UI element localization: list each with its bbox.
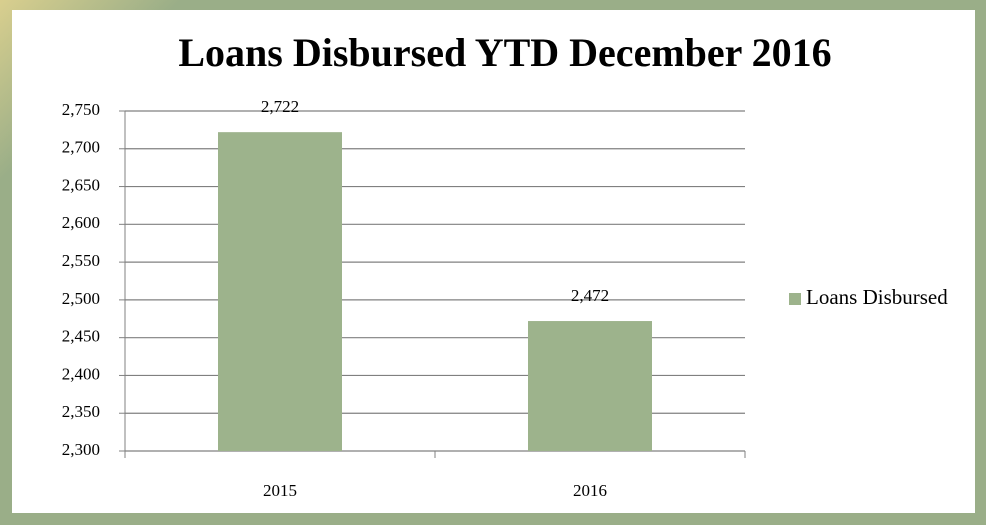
y-tick-label: 2,300: [62, 440, 100, 459]
y-tick-label: 2,350: [62, 402, 100, 421]
bar: [528, 321, 652, 451]
x-tick-label: 2016: [573, 481, 607, 500]
y-tick-label: 2,750: [62, 100, 100, 119]
y-tick-label: 2,700: [62, 138, 100, 157]
y-tick-label: 2,500: [62, 289, 100, 308]
data-label: 2,472: [571, 286, 609, 305]
y-tick-label: 2,550: [62, 251, 100, 270]
y-tick-label: 2,650: [62, 175, 100, 194]
bar: [218, 132, 342, 451]
x-tick-label: 2015: [263, 481, 297, 500]
y-tick-label: 2,400: [62, 364, 100, 383]
legend-label: Loans Disbursed: [806, 285, 948, 309]
y-tick-label: 2,450: [62, 327, 100, 346]
chart-background: [12, 10, 975, 513]
chart-title: Loans Disbursed YTD December 2016: [178, 30, 831, 75]
y-tick-label: 2,600: [62, 213, 100, 232]
data-label: 2,722: [261, 97, 299, 116]
legend-swatch: [789, 293, 801, 305]
